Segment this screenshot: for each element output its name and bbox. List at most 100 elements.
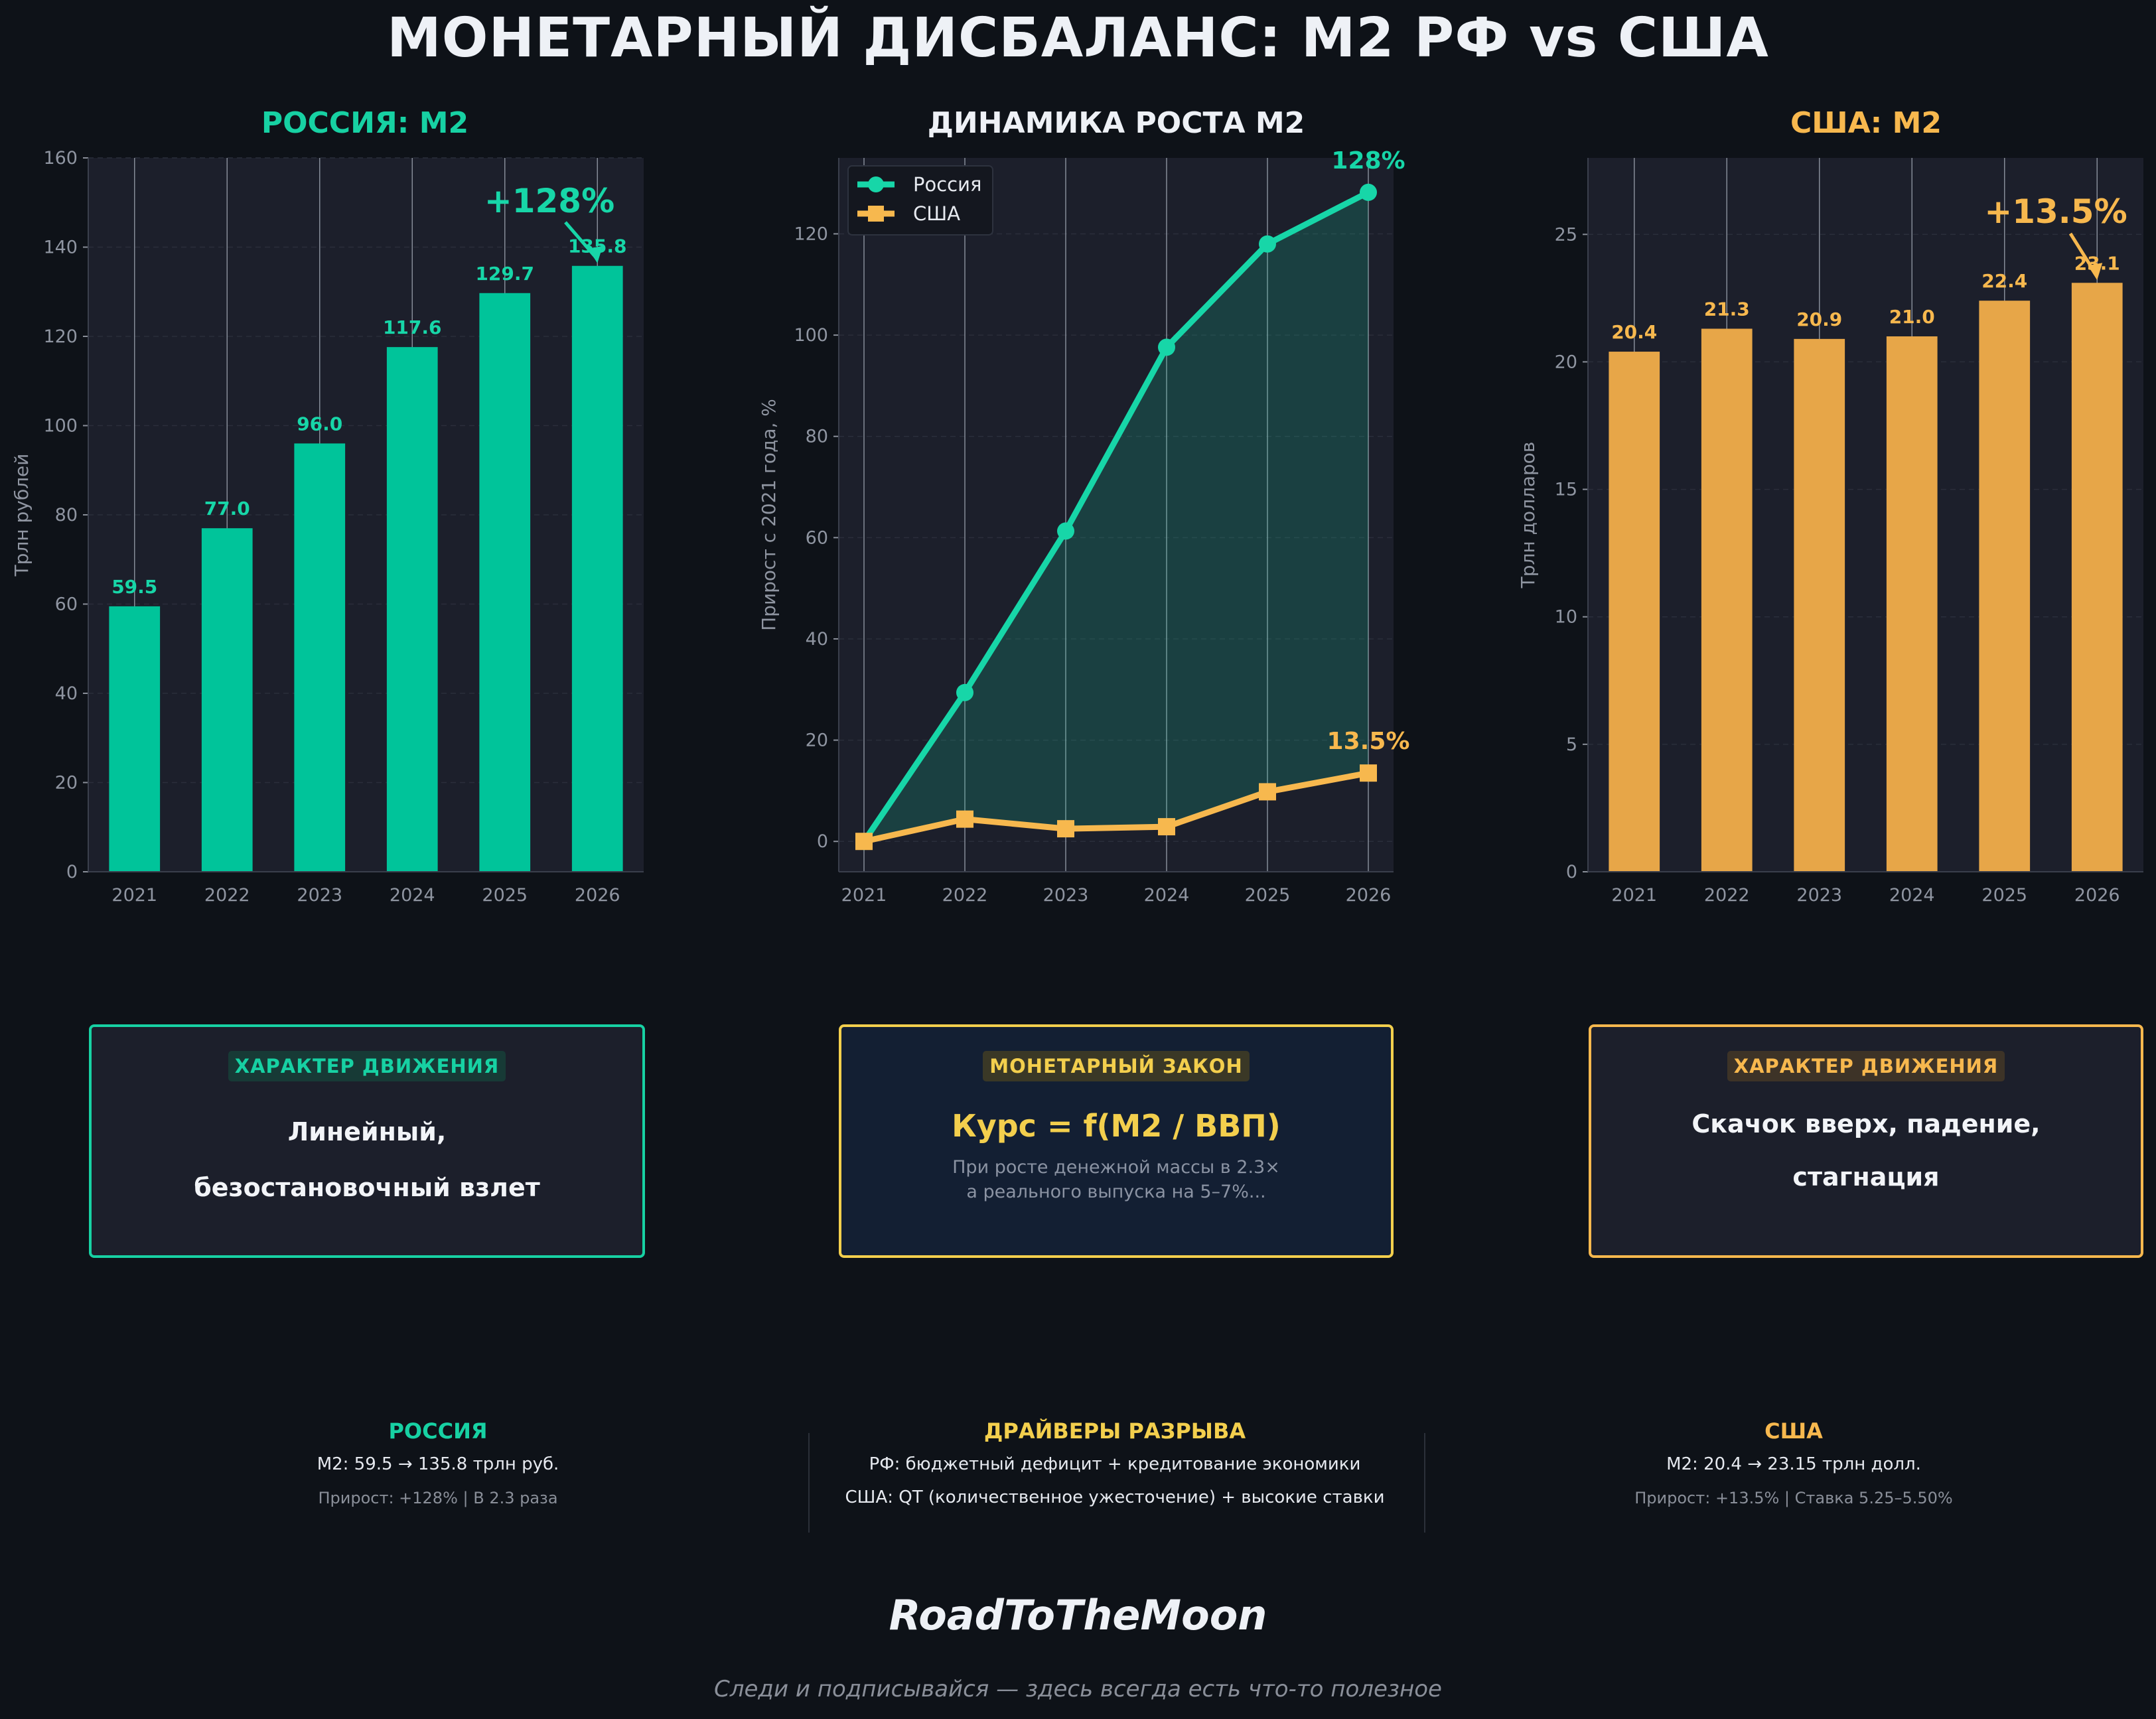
footer-usa: США М2: 20.4 → 23.15 трлн долл. Прирост:… [1528,1418,2059,1507]
usa-movement-box: ХАРАКТЕР ДВИЖЕНИЯ Скачок вверх, падение,… [1589,1024,2143,1258]
usa-chart-title: США: М2 [1790,106,1942,140]
growth-series-line-usa [863,770,1369,845]
ru-value-label: 77.0 [204,498,250,519]
ru-plot-area [88,158,644,872]
growth-y-axis-label: Прирост с 2021 года, % [758,399,780,631]
us-xtick-label: 2023 [1796,885,1842,906]
us-xtick-label: 2024 [1889,885,1935,906]
us-xtick-label: 2021 [1611,885,1657,906]
monetary-law-box: МОНЕТАРНЫЙ ЗАКОН Курс = f(M2 / ВВП) При … [839,1024,1394,1258]
monetary-law-line2: а реального выпуска на 5–7%... [966,1182,1266,1202]
ru-ytick-label: 140 [43,238,78,258]
ru-bar [294,443,346,872]
us-ytick-label: 10 [1555,607,1577,628]
us-bar [2071,283,2123,872]
growth-xtick-label: 2021 [841,885,887,906]
growth-xtick-label: 2025 [1245,885,1291,906]
growth-plot-area [839,158,1394,872]
us-bar [1794,338,1845,872]
us-growth-annotation: +13.5% [1984,192,2127,231]
monetary-law-line1: При росте денежной массы в 2.3× [952,1157,1280,1178]
us-ytick-label: 0 [1566,862,1577,882]
growth-end-label-usa: 13.5% [1327,728,1410,755]
growth-point-russia [1158,338,1175,356]
page-title: МОНЕТАРНЫЙ ДИСБАЛАНС: М2 РФ vs США [387,7,1769,70]
footer-divider-right [1424,1433,1425,1533]
footer-usa-line1: М2: 20.4 → 23.15 трлн долл. [1666,1454,1921,1474]
footer-russia-title: РОССИЯ [388,1418,488,1444]
us-value-label: 20.4 [1611,321,1657,343]
ru-growth-annotation: +128% [484,182,614,220]
growth-ytick-label: 80 [806,427,828,447]
growth-chart-title: ДИНАМИКА РОСТА М2 [927,106,1305,140]
footer-drivers-line2: США: QT (количественное ужесточение) + в… [845,1487,1385,1507]
us-value-label: 22.4 [1981,270,2027,292]
ru-xtick-label: 2026 [575,885,620,906]
ru-y-axis-label: Трлн рублей [11,454,33,577]
growth-ytick-label: 40 [806,629,828,650]
ru-ytick-label: 100 [43,416,78,437]
us-ytick-label: 25 [1555,224,1577,245]
growth-point-russia [1259,235,1276,253]
usa-movement-line2: стагнация [1792,1162,1940,1192]
ru-bar [201,528,253,872]
us-value-label: 20.9 [1796,309,1842,330]
growth-point-usa [1158,818,1175,836]
growth-legend-label-russia: Россия [913,173,981,196]
us-ytick-label: 15 [1555,480,1577,500]
us-value-label: 21.3 [1704,298,1750,320]
growth-point-russia [956,683,973,701]
ru-ytick-label: 120 [43,326,78,347]
footer-divider-left [808,1433,810,1533]
growth-legend-marker-russia [868,176,884,192]
ru-ytick-label: 80 [55,505,78,525]
growth-ytick-label: 100 [794,325,828,346]
growth-gap-area [864,192,1368,842]
us-ytick-label: 5 [1566,734,1577,755]
growth-point-usa [855,833,873,851]
ru-annotation-arrowhead [588,245,603,263]
footer-drivers: ДРАЙВЕРЫ РАЗРЫВА РФ: бюджетный дефицит +… [783,1418,1447,1507]
growth-xtick-label: 2023 [1043,885,1089,906]
ru-ytick-label: 0 [66,862,78,882]
us-xtick-label: 2025 [1981,885,2027,906]
ru-ytick-label: 60 [55,594,78,615]
us-annotation-arrowhead [2088,263,2103,281]
us-xtick-label: 2022 [1704,885,1750,906]
ru-value-label: 59.5 [111,576,157,598]
brand-tagline: Следи и подписывайся — здесь всегда есть… [714,1676,1442,1702]
us-bar [1701,328,1753,872]
growth-xtick-label: 2022 [942,885,988,906]
footer-drivers-line1: РФ: бюджетный дефицит + кредитование эко… [869,1454,1361,1474]
us-bar [1886,336,1938,872]
ru-xtick-label: 2023 [297,885,342,906]
footer-usa-line2: Прирост: +13.5% | Ставка 5.25–5.50% [1634,1489,1953,1507]
ru-ytick-label: 40 [55,683,78,704]
russia-movement-line2: безостановочный взлет [194,1173,540,1202]
footer-drivers-title: ДРАЙВЕРЫ РАЗРЫВА [983,1418,1246,1444]
ru-bar [479,293,531,872]
monetary-law-badge: МОНЕТАРНЫЙ ЗАКОН [983,1051,1250,1081]
footer-russia: РОССИЯ М2: 59.5 → 135.8 трлн руб. Прирос… [173,1418,703,1507]
growth-end-label-russia: 128% [1331,147,1405,174]
usa-m2-bar-chart: 051015202520.4202121.3202220.9202321.020… [1517,158,2143,906]
growth-point-usa [1057,820,1074,838]
growth-legend-label-usa: США [913,202,960,225]
us-bar [1979,301,2031,872]
m2-growth-line-chart: 0 20 40 60 80 100 120 2021 2022 2023 2024 2025 2026 1… [758,147,1410,906]
ru-xtick-label: 2025 [482,885,528,906]
russia-movement-badge: ХАРАКТЕР ДВИЖЕНИЯ [228,1051,506,1081]
growth-xtick-label: 2024 [1144,885,1190,906]
ru-xtick-label: 2022 [204,885,250,906]
russia-movement-line1: Линейный, [287,1117,447,1146]
growth-point-usa [956,810,973,828]
russia-movement-box: ХАРАКТЕР ДВИЖЕНИЯ Линейный, безостановоч… [89,1024,645,1258]
growth-ytick-label: 20 [806,730,828,751]
ru-xtick-label: 2024 [390,885,435,906]
us-plot-area [1588,158,2143,872]
growth-ytick-label: 60 [806,527,828,548]
us-xtick-label: 2026 [2074,885,2120,906]
growth-xtick-label: 2026 [1346,885,1392,906]
ru-value-label: 117.6 [383,316,442,338]
ru-value-label: 96.0 [297,413,342,435]
